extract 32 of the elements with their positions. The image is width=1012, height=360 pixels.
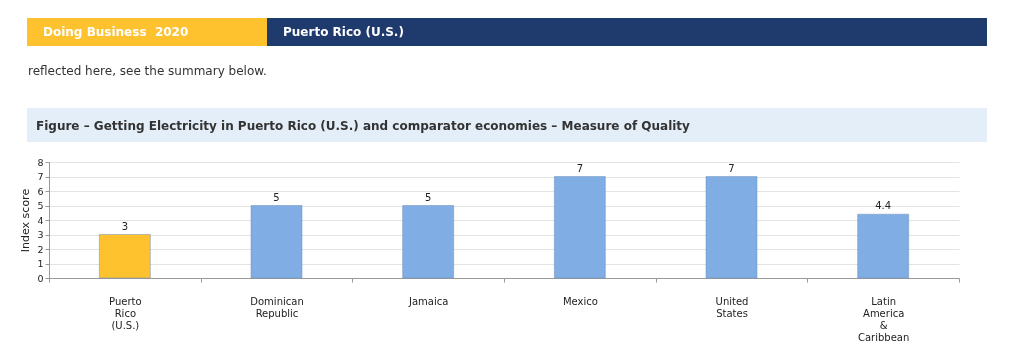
bar [402,205,454,279]
data-label: 3 [121,220,129,232]
text: reflected here, see the summary below. [28,64,267,78]
bar [705,176,758,279]
bar [250,205,303,279]
x-tick-label: United States [715,295,749,319]
x-tick-label: Latin America & Caribbean [858,295,910,343]
x-tick-label: Puerto Rico (U.S.) [109,295,142,331]
y-tick-label: 5 [37,200,44,211]
x-tick-label: Jamaica [407,295,449,307]
data-label: 7 [728,162,735,174]
chart-title: Figure – Getting Electricity in Puerto Rico (U.S.) and comparator economies – Measure of Quality [27,108,987,142]
y-axis-title: Index score [19,188,33,253]
y-tick-label: 1 [37,258,44,269]
data-label: 7 [576,162,584,174]
text: Doing Business 2020 [27,18,267,46]
y-tick-label: 8 [37,156,44,168]
y-tick-label: 7 [37,171,44,182]
x-tick-label: Dominican Republic [250,295,304,319]
y-tick-label: 4 [37,214,44,226]
x-tick-label: Mexico [562,295,598,307]
bar [554,176,606,279]
data-label: 5 [424,191,432,203]
y-tick-label: 3 [37,229,44,240]
data-label: 5 [273,191,280,203]
y-tick-label: 0 [37,272,44,284]
bar [99,234,151,279]
y-tick-label: 6 [37,185,44,197]
bar [857,213,909,279]
data-label: 4.4 [875,200,892,212]
text: Puerto Rico (U.S.) [267,18,987,46]
y-tick-label: 2 [37,243,44,255]
